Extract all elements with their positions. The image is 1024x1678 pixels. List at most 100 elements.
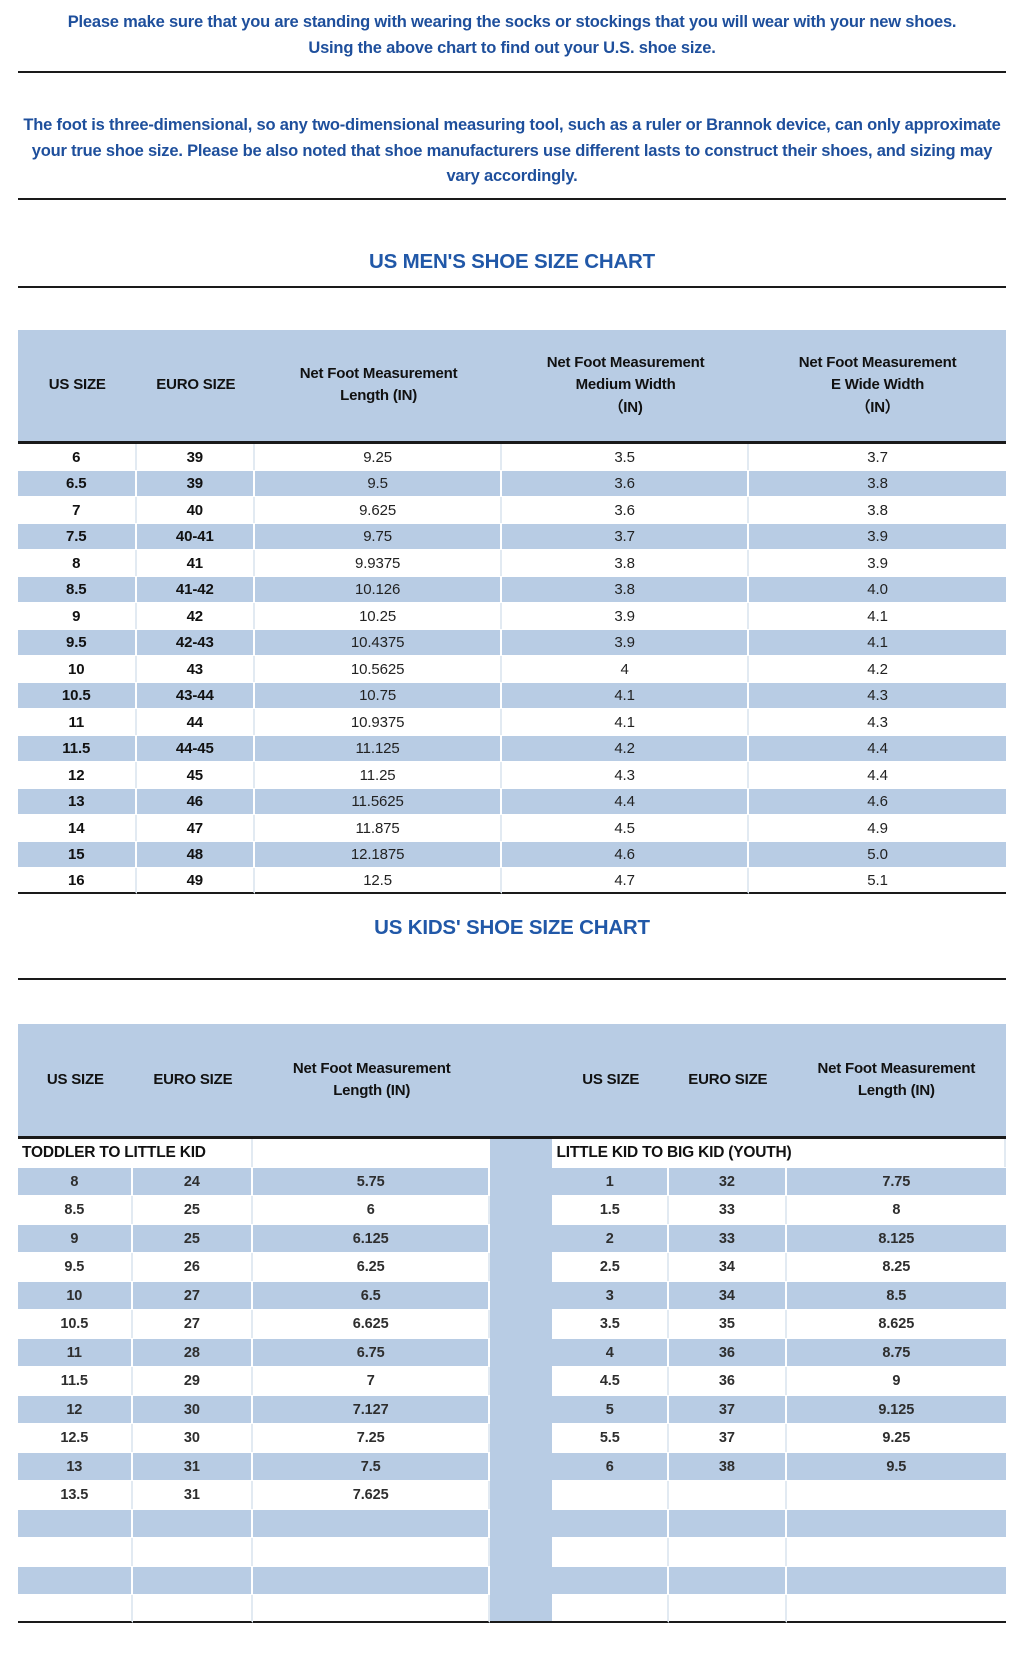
cell: 29 (132, 1366, 254, 1396)
cell: 10.5 (18, 682, 137, 709)
cell (669, 1566, 787, 1595)
table-row (18, 1509, 1006, 1538)
cell: 3.7 (502, 523, 750, 550)
center-spacer (490, 1224, 553, 1253)
cell: 34 (669, 1281, 787, 1310)
cell (253, 1139, 491, 1168)
cell (786, 1594, 1006, 1624)
cell: 4.6 (502, 841, 750, 868)
cell: 3.8 (502, 576, 750, 603)
cell: 30 (132, 1395, 254, 1424)
cell: 13 (18, 1452, 133, 1481)
cell: 37 (669, 1395, 787, 1424)
cell: 8 (18, 1167, 133, 1196)
cell: 45 (136, 761, 256, 789)
table-row: 11 28 6.75 4 36 8.75 (18, 1338, 1006, 1367)
divider (18, 197, 1006, 200)
cell: 40-41 (136, 523, 256, 550)
cell: 4.3 (502, 761, 750, 789)
table-row: 10.5 27 6.625 3.5 35 8.625 (18, 1309, 1006, 1339)
cell (253, 1594, 491, 1624)
table-row: 11.5 29 7 4.5 36 9 (18, 1366, 1006, 1396)
cell: 34 (669, 1252, 787, 1282)
center-spacer (490, 1537, 553, 1567)
cell: 5.0 (749, 841, 1006, 868)
center-spacer (490, 1452, 553, 1481)
cell: 8.125 (786, 1224, 1006, 1253)
cell: 6 (552, 1452, 670, 1481)
cell: 8.5 (18, 1195, 133, 1225)
table-row: 14 47 11.875 4.5 4.9 (18, 814, 1006, 842)
cell (132, 1594, 254, 1624)
cell: 6 (253, 1195, 491, 1225)
cell: 10 (18, 1281, 133, 1310)
table-row: 10.5 43-44 10.75 4.1 4.3 (18, 682, 1006, 709)
cell: 48 (136, 841, 256, 868)
cell (552, 1537, 670, 1567)
cell: 43-44 (136, 682, 256, 709)
cell: 8 (786, 1195, 1006, 1225)
cell: 26 (132, 1252, 254, 1282)
cell: 13 (18, 788, 137, 815)
cell: 31 (132, 1452, 254, 1481)
cell: 5.75 (253, 1167, 491, 1196)
cell: 4.4 (749, 761, 1006, 789)
center-spacer (490, 1281, 553, 1310)
center-spacer (490, 1594, 553, 1624)
note-socks: Please make sure that you are standing w… (67, 13, 957, 57)
center-spacer (490, 1509, 553, 1538)
cell: 24 (132, 1167, 254, 1196)
cell: 10.75 (255, 682, 503, 709)
cell: 42 (136, 602, 256, 630)
cell (18, 1566, 133, 1595)
cell: 4.4 (502, 788, 750, 815)
cell: 30 (132, 1423, 254, 1453)
table-row: 8.5 41-42 10.126 3.8 4.0 (18, 576, 1006, 603)
table-row: 7 40 9.625 3.6 3.8 (18, 496, 1006, 524)
cell: 12.5 (18, 1423, 133, 1453)
cell: 12 (18, 761, 137, 789)
cell: 44-45 (136, 735, 256, 762)
cell: 3.9 (502, 602, 750, 630)
table-row: 11.5 44-45 11.125 4.2 4.4 (18, 735, 1006, 762)
kids-size-table: US SIZE EURO SIZE Net Foot Measurement L… (18, 1024, 1006, 1624)
cell: 9.625 (255, 496, 503, 524)
cell (786, 1566, 1006, 1595)
table-row (18, 1566, 1006, 1595)
center-spacer (490, 1139, 553, 1168)
mens-table-body: 6 39 9.25 3.5 3.7 6.5 39 9.5 3.6 3.8 7 40 9.625 3.6 3.… (18, 443, 1006, 895)
cell: 7 (18, 496, 137, 524)
cell: 44 (136, 708, 256, 736)
table-row: 9.5 26 6.25 2.5 34 8.25 (18, 1252, 1006, 1282)
cell: 2 (552, 1224, 670, 1253)
cell: 6 (18, 443, 137, 471)
cell: 11.5 (18, 1366, 133, 1396)
cell: 8 (18, 549, 137, 577)
cell: 8.625 (786, 1309, 1006, 1339)
cell: 12 (18, 1395, 133, 1424)
cell: 9 (786, 1366, 1006, 1396)
cell: 4.7 (502, 867, 750, 895)
cell: 41 (136, 549, 256, 577)
cell: 9 (18, 602, 137, 630)
table-row (18, 1537, 1006, 1567)
cell: 7.5 (18, 523, 137, 550)
table-row: 10 27 6.5 3 34 8.5 (18, 1281, 1006, 1310)
center-spacer (490, 1395, 553, 1424)
col-euro-size-left: EURO SIZE (132, 1024, 254, 1140)
cell (786, 1509, 1006, 1538)
cell: 46 (136, 788, 256, 815)
table-row: 11 44 10.9375 4.1 4.3 (18, 708, 1006, 736)
cell: 4.1 (502, 708, 750, 736)
cell: 7 (253, 1366, 491, 1396)
cell: 9.25 (255, 443, 503, 471)
center-spacer (490, 1195, 553, 1225)
cell (669, 1537, 787, 1567)
cell: 5.5 (552, 1423, 670, 1453)
table-row: 9 42 10.25 3.9 4.1 (18, 602, 1006, 630)
cell: 9.75 (255, 523, 503, 550)
cell: 11 (18, 708, 137, 736)
cell (253, 1537, 491, 1567)
center-spacer (490, 1366, 553, 1396)
col-length-right: Net Foot Measurement Length (IN) (786, 1024, 1006, 1140)
